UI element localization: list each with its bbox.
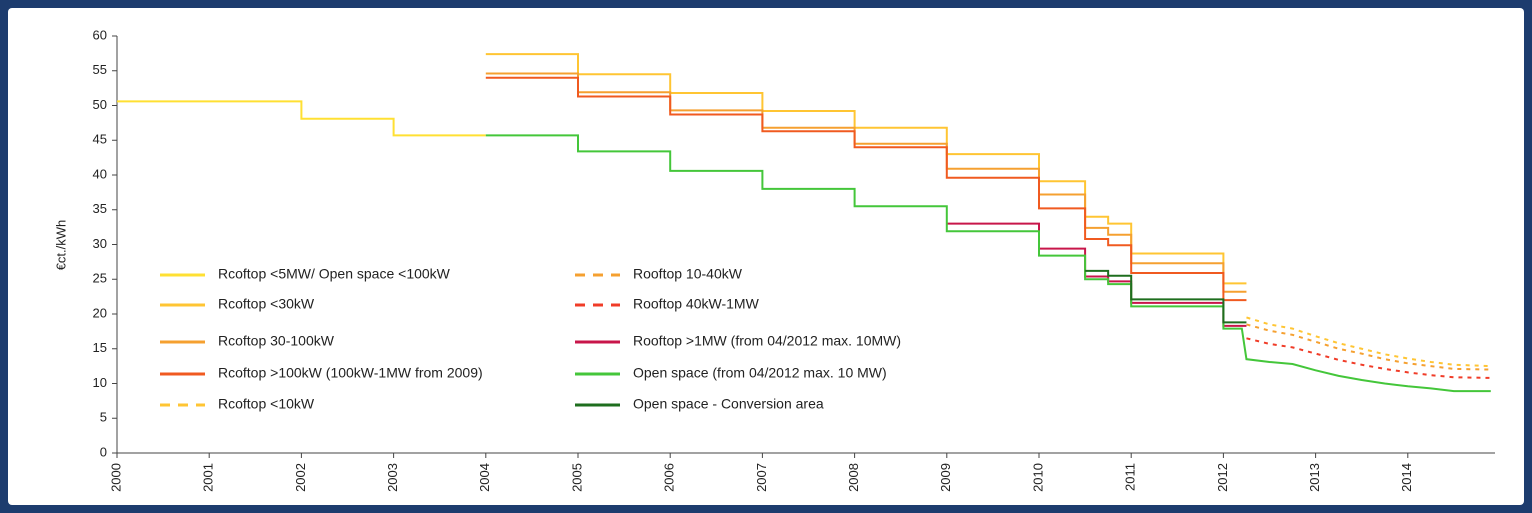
y-tick-label: 50 [93,97,107,112]
series-line [1246,323,1491,371]
legend-label: Rcoftop <10kW [218,396,315,412]
x-tick-label: 2001 [201,463,216,492]
legend-label: Rooftop >1MW (from 04/2012 max. 10MW) [633,333,901,349]
series-line [1085,269,1247,324]
y-tick-label: 40 [93,166,107,181]
y-tick-label: 10 [93,375,107,390]
series-line [1246,337,1491,379]
legend-label: Rooftop 10-40kW [633,266,743,282]
x-tick-label: 2004 [477,463,492,492]
chart-background [8,8,1524,505]
legend-label: Rooftop 40kW-1MW [633,296,760,312]
y-tick-label: 60 [93,27,107,42]
y-tick-label: 0 [100,444,107,459]
x-tick-label: 2000 [108,463,123,492]
series-line [117,100,486,137]
x-tick-label: 2007 [754,463,769,492]
x-tick-label: 2003 [385,463,400,492]
y-axis-label: €ct./kWh [53,220,68,271]
y-tick-label: 25 [93,271,107,286]
series-line [485,134,1491,393]
series-line [1246,316,1491,368]
y-tick-label: 35 [93,201,107,216]
series-line [485,76,1247,302]
x-tick-label: 2014 [1399,463,1414,492]
legend-label: Rcoftop <5MW/ Open space <100kW [218,266,451,282]
x-tick-label: 2011 [1123,463,1138,491]
y-tick-label: 5 [100,410,107,425]
legend-label: Open space (from 04/2012 max. 10 MW) [633,365,887,381]
x-tick-label: 2012 [1215,463,1230,492]
y-tick-label: 15 [93,340,107,355]
legend-label: Rcoftop 30-100kW [218,333,335,349]
y-tick-label: 55 [93,62,107,77]
legend-label: Rcoftop >100kW (100kW-1MW from 2009) [218,365,483,381]
x-tick-label: 2008 [846,463,861,492]
y-tick-label: 20 [93,305,107,320]
x-tick-label: 2009 [938,463,953,492]
x-tick-label: 2005 [569,463,584,492]
y-tick-label: 45 [93,132,107,147]
x-tick-label: 2006 [662,463,677,492]
x-tick-label: 2002 [293,463,308,492]
x-tick-label: 2010 [1030,463,1045,492]
legend-label: Open space - Conversion area [633,396,824,412]
legend-label: Rcoftop <30kW [218,296,315,312]
x-tick-label: 2013 [1307,463,1322,492]
y-tick-label: 30 [93,236,107,251]
